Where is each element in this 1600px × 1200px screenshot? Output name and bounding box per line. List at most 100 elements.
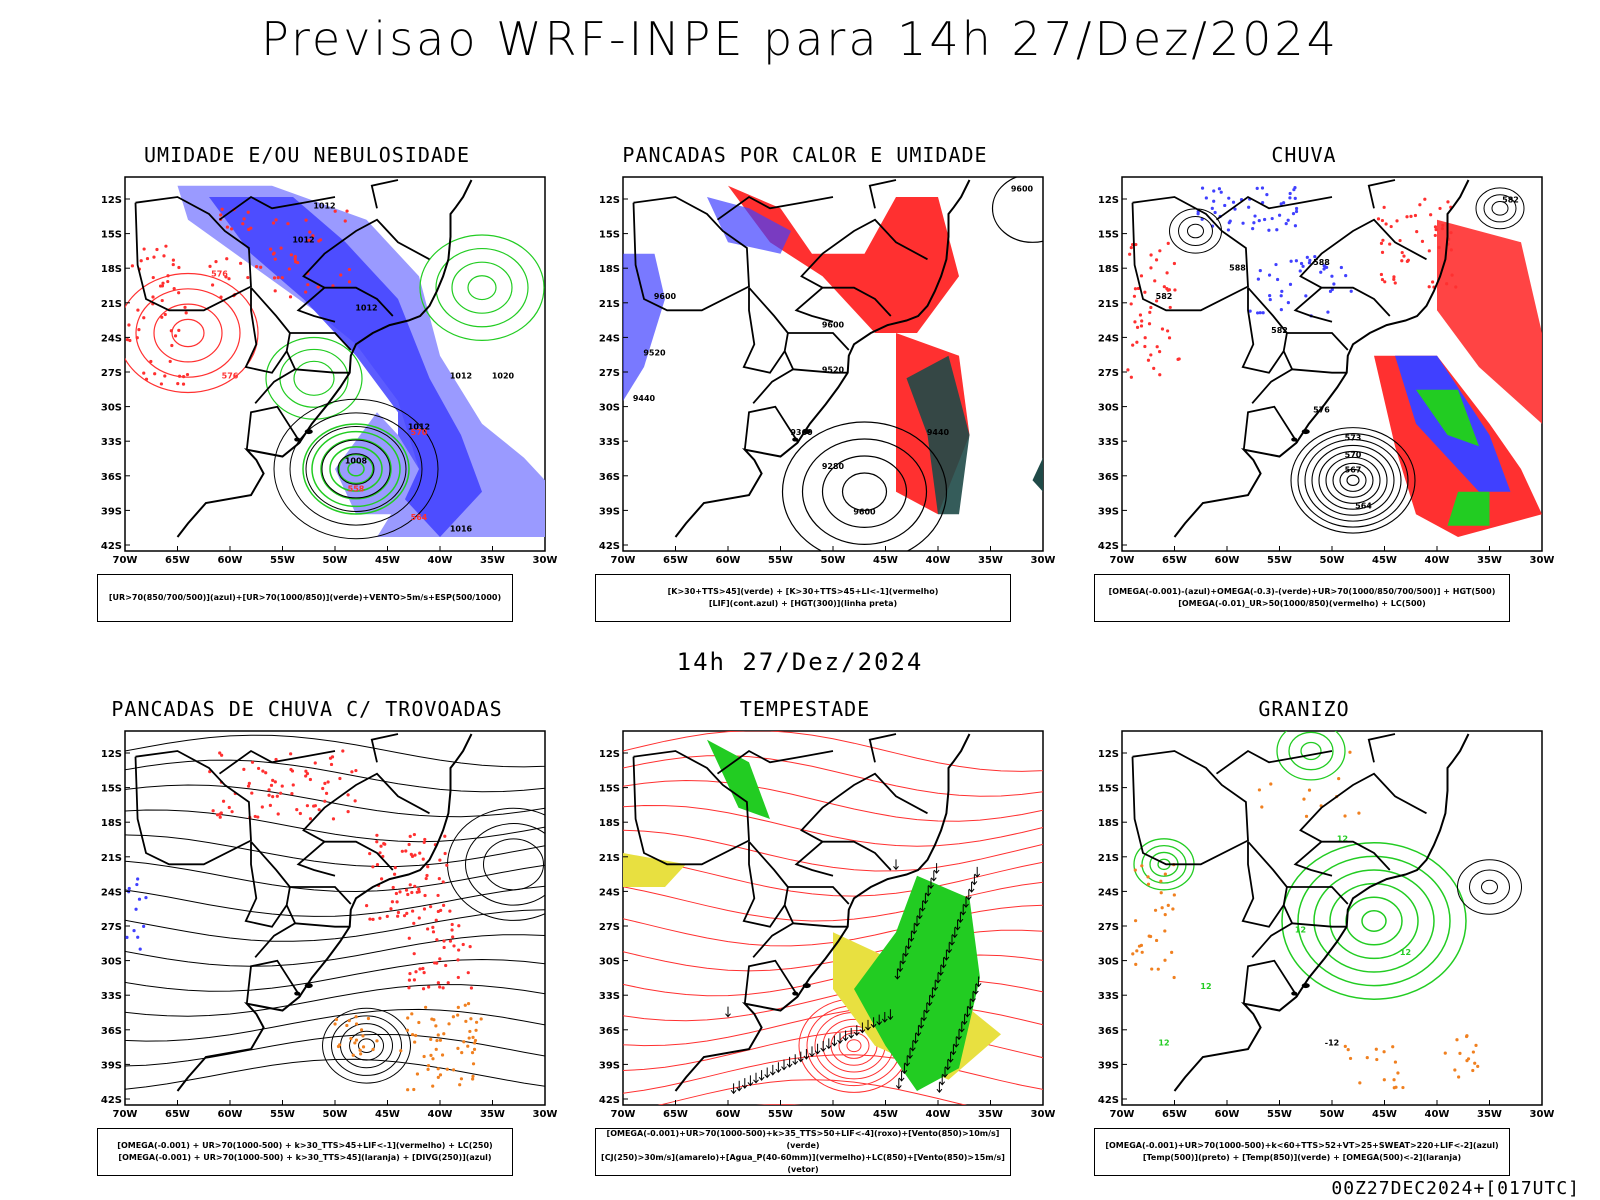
map-plot: 1012 1012 1012 1012 1008 1016 1020 1012 576 576 57… <box>101 176 557 566</box>
storm-dot <box>379 844 383 848</box>
storm-orange <box>338 1043 342 1047</box>
country-border <box>742 287 789 374</box>
storm-dot <box>371 865 375 869</box>
omega-orange <box>1466 1057 1471 1061</box>
mid-time-label: 14h 27/Dez/2024 <box>676 648 924 676</box>
thickness-dot <box>224 275 228 279</box>
storm-orange <box>473 1038 478 1043</box>
x-tick-label: 60W <box>1215 1109 1240 1120</box>
divergence-dot <box>137 897 142 901</box>
panel-title: GRANIZO <box>1258 697 1350 721</box>
temp850-contour <box>1361 910 1387 932</box>
country-border <box>716 195 834 221</box>
wind-vector <box>912 1033 919 1044</box>
wind-vector <box>876 1014 883 1026</box>
humidity-contour-green <box>329 446 383 492</box>
streamline <box>125 984 545 1017</box>
omega-orange <box>1375 1057 1379 1062</box>
rain-dot <box>1449 248 1453 252</box>
legend-line: [OMEGA(-0.001) + UR>70(1000-500) + k>30_… <box>117 1141 493 1150</box>
y-tick-label: 12S <box>599 749 620 760</box>
y-tick-label: 24S <box>1098 887 1119 898</box>
streamline <box>125 860 545 893</box>
thickness-contour-red <box>153 303 223 363</box>
y-tick-label: 33S <box>599 991 620 1002</box>
thickness-dot <box>345 209 349 213</box>
rain-dot <box>1322 264 1326 268</box>
country-border <box>787 332 850 351</box>
storm-dot <box>338 776 342 781</box>
country-border <box>1293 286 1391 323</box>
omega-orange <box>1171 907 1175 911</box>
y-tick-label: 30S <box>101 957 122 968</box>
contour-label: 576 <box>211 269 228 278</box>
y-tick-label: 27S <box>599 922 620 933</box>
storm-dot <box>290 791 294 796</box>
wind-vector <box>928 878 934 890</box>
wind-vector <box>944 1059 951 1071</box>
wind-vector <box>781 1059 787 1071</box>
rain-dot <box>1402 254 1406 258</box>
pressure-contour <box>305 426 407 512</box>
rain-dot <box>1257 219 1261 223</box>
wind-vector <box>870 1017 877 1029</box>
rain-dot <box>1330 274 1334 278</box>
rain-dot <box>1376 217 1381 221</box>
country-border <box>254 904 297 958</box>
omega-orange <box>1140 950 1144 954</box>
rain-dot <box>1212 199 1216 203</box>
wind-vector <box>960 904 967 916</box>
thickness-dot <box>163 374 167 378</box>
storm-dot <box>317 808 321 812</box>
storm-orange <box>417 1020 421 1025</box>
rain-dot <box>1167 336 1172 340</box>
storm-orange <box>375 1039 379 1043</box>
omega-orange <box>1348 1056 1353 1061</box>
storm-dot <box>404 888 409 892</box>
rain-dot <box>1140 319 1144 323</box>
thickness-dot <box>229 227 234 231</box>
storm-dot <box>436 893 440 898</box>
country-border <box>793 368 848 374</box>
y-tick-label: 24S <box>101 887 122 898</box>
omega-orange <box>1131 952 1135 956</box>
contour-label: 1012 <box>313 201 335 210</box>
rain-dot <box>1344 274 1348 278</box>
hgt500-contour <box>1325 456 1381 504</box>
rain-dot <box>1277 213 1282 217</box>
thickness-dot <box>142 247 146 251</box>
wind-vector <box>923 1002 930 1014</box>
storm-dot <box>389 907 393 911</box>
x-tick-label: 60W <box>1215 555 1240 566</box>
panel-legend: [K>30+TTS>45](verde) + [K>30+TTS>45+LI<-… <box>595 574 1011 622</box>
rain-green <box>1447 491 1490 526</box>
coastline-east <box>1173 733 1470 1092</box>
y-tick-label: 12S <box>1098 749 1119 760</box>
rain-dot <box>1286 218 1290 222</box>
contour-label: 582 <box>1156 292 1173 301</box>
storm-dot <box>435 938 439 942</box>
humidity-contour-green <box>435 247 529 328</box>
streamline-vortex <box>358 1038 375 1053</box>
rain-dot <box>1160 327 1165 331</box>
streamline <box>125 958 545 992</box>
y-tick-label: 24S <box>599 333 620 344</box>
storm-orange <box>471 1077 475 1081</box>
instability-teal <box>1032 457 1043 492</box>
x-tick-label: 55W <box>768 555 793 566</box>
omega-orange <box>1471 1068 1475 1073</box>
rain-dot <box>1288 196 1292 200</box>
storm-dot <box>375 833 379 837</box>
storm-dot <box>219 811 223 815</box>
x-tick-label: 40W <box>926 1109 951 1120</box>
country-border <box>1131 196 1249 312</box>
contour-label: 570 <box>411 428 428 437</box>
streamline <box>623 731 1043 772</box>
coastline-west <box>1094 197 1120 537</box>
omega-orange <box>1135 949 1139 953</box>
storm-dot <box>408 834 412 838</box>
wind-vector <box>967 999 974 1010</box>
storm-orange <box>426 1064 431 1068</box>
omega-orange <box>1365 1056 1369 1060</box>
storm-dot <box>215 813 220 817</box>
